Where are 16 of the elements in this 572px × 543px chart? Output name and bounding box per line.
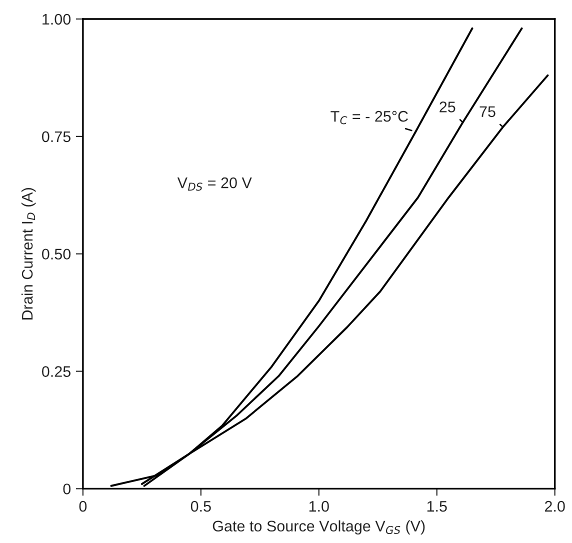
x-tick-label: 0 [79, 500, 87, 512]
series-label: 75 [480, 106, 496, 118]
series-label: T$_{C}$ = - 25°C [330, 110, 408, 124]
y-tick-label: 1.00 [42, 14, 71, 25]
annotation: V$_{DS}$ = 20 V [177, 177, 252, 191]
y-tick-label: 0 [63, 484, 71, 494]
y-tick-label: 0.25 [42, 366, 70, 377]
x-tick-label: 1.5 [427, 501, 447, 512]
x-tick-label: 1.0 [309, 500, 329, 512]
series-label: 25 [440, 102, 456, 112]
x-tick-label: 2.0 [544, 500, 565, 512]
x-tick-label: 0.5 [190, 500, 211, 512]
y-tick-label: 0.50 [42, 248, 71, 260]
y-tick-label: 0.75 [42, 131, 70, 142]
y-axis-title: Drain Current I$_{D}$ (A) [21, 188, 36, 320]
x-axis-title: Gate to Source Voltage V$_{GS}$ (V) [212, 520, 425, 535]
